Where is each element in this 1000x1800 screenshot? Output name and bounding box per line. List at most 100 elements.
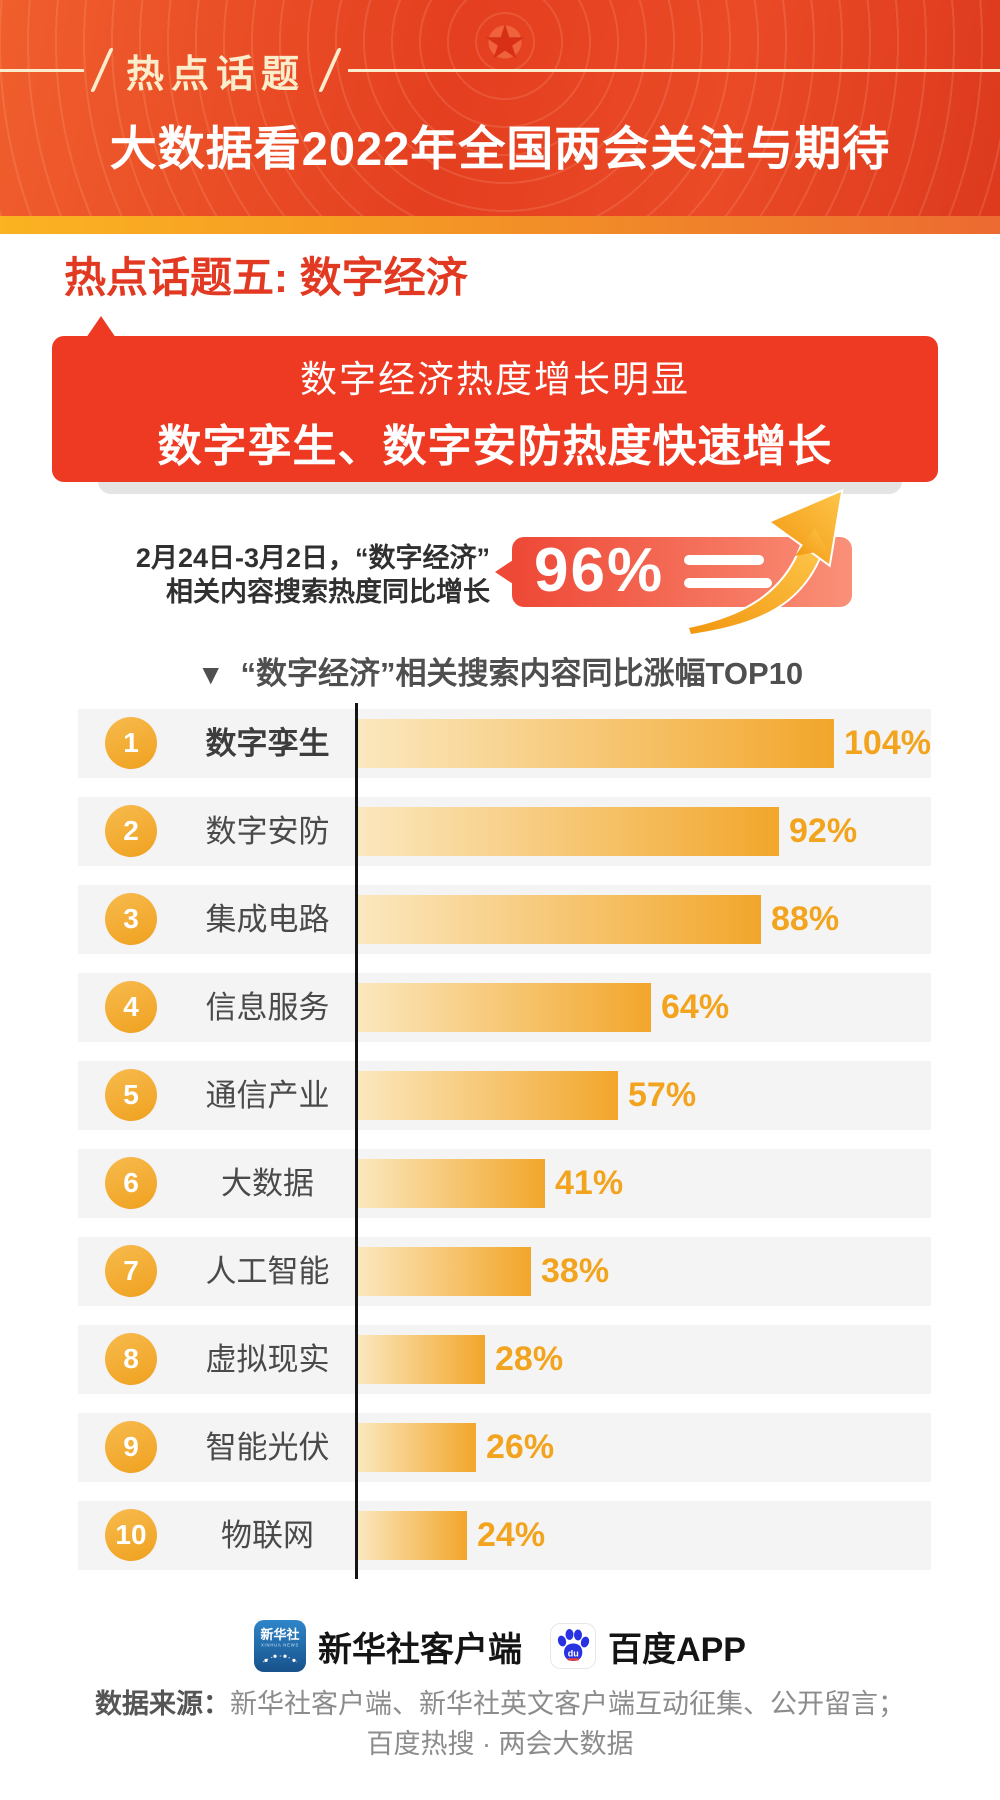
speed-line-icon [684,578,772,588]
rank-badge: 6 [105,1157,157,1209]
topic-badge: 热点话题 [0,44,1000,96]
category-label: 物联网 [221,1518,314,1553]
value-label: 41% [555,1164,624,1202]
rank-badge: 7 [105,1245,157,1297]
baidu-logo-label: 百度APP [608,1630,746,1669]
value-label: 57% [628,1076,697,1114]
stat-description: 2月24日-3月2日，“数字经济” 相关内容搜索热度同比增长 [50,541,490,609]
category-label: 集成电路 [205,902,330,937]
rank-badge: 10 [105,1509,157,1561]
chart-row: 3 集成电路 88% [78,885,931,954]
value-label: 28% [495,1340,564,1378]
stat-value: 96% [534,536,665,605]
rank-badge: 5 [105,1069,157,1121]
stat-description-line2: 相关内容搜索热度同比增长 [166,577,490,607]
rank-badge: 4 [105,981,157,1033]
chart-row: 9 智能光伏 26% [78,1413,931,1482]
badge-line-left [0,68,84,72]
value-label: 24% [477,1516,546,1554]
value-bar [357,1511,467,1560]
value-bar [357,719,834,768]
gold-divider [0,216,1000,234]
category-label: 数字孪生 [205,726,330,761]
rank-number: 4 [123,991,139,1022]
data-source-line2: 百度热搜 · 两会大数据 [366,1729,634,1759]
chart-row: 1 数字孪生 104% [78,709,931,778]
callout-line2: 数字孪生、数字安防热度快速增长 [157,422,833,471]
topic-badge-label: 热点话题 [126,53,307,96]
rank-number: 2 [123,815,139,846]
callout-pointer [86,316,116,338]
category-label: 智能光伏 [205,1430,330,1465]
value-label: 104% [844,724,931,762]
header-banner: 热点话题 大数据看2022年全国两会关注与期待 [0,0,1000,216]
chart-title: ▼ “数字经济”相关搜索内容同比涨幅TOP10 [0,648,1000,693]
rank-badge: 1 [105,717,157,769]
rank-badge: 9 [105,1421,157,1473]
value-bar [357,1423,476,1472]
value-bar [357,895,761,944]
category-label: 数字安防 [205,814,330,849]
value-bar [357,983,651,1032]
speed-line-icon [684,555,764,565]
svg-text:du: du [568,1649,579,1659]
value-label: 92% [789,812,858,850]
callout-box: 数字经济热度增长明显 数字孪生、数字安防热度快速增长 [52,316,938,482]
value-label: 38% [541,1252,610,1290]
xinhua-logo-label: 新华社客户端 [318,1630,523,1669]
rank-number: 10 [115,1519,147,1550]
chart-row: 8 虚拟现实 28% [78,1325,931,1394]
chart-title-text: “数字经济”相关搜索内容同比涨幅TOP10 [240,656,804,691]
stat-badge-notch [495,560,513,584]
down-triangle-icon: ▼ [196,659,225,690]
xinhua-app-icon: 新华社 XINHUA NEWS [254,1620,307,1672]
category-label: 信息服务 [205,990,330,1025]
rank-number: 3 [123,903,139,934]
section-title: 热点话题五: 数字经济 [64,254,468,301]
rank-badge: 8 [105,1333,157,1385]
rank-badge: 2 [105,805,157,857]
rank-number: 1 [123,727,139,758]
chart-row: 4 信息服务 64% [78,973,931,1042]
chart-axis-line [355,703,358,1579]
value-label: 88% [771,900,840,938]
svg-text:新华社: 新华社 [261,1627,300,1642]
data-source-text: 新华社客户端、新华社英文客户端互动征集、公开留言； [230,1689,905,1719]
baidu-logo-group: du 百度APP [550,1622,746,1671]
svg-text:XINHUA NEWS: XINHUA NEWS [261,1643,299,1648]
rank-number: 5 [123,1079,139,1110]
category-label: 虚拟现实 [205,1342,330,1377]
rank-number: 8 [123,1343,139,1374]
chart-row: 5 通信产业 57% [78,1061,931,1130]
slash-icon [90,48,114,92]
data-source-label: 数据来源： [95,1689,230,1719]
callout-line1: 数字经济热度增长明显 [300,359,690,400]
value-label: 26% [486,1428,555,1466]
growth-arrow-icon [686,488,844,637]
value-bar [357,1247,531,1296]
category-label: 通信产业 [205,1078,330,1113]
category-label: 人工智能 [205,1254,330,1289]
chart-row: 10 物联网 24% [78,1501,931,1570]
rank-number: 6 [123,1167,139,1198]
footer-logos: 新华社 XINHUA NEWS 新华社客户端 du [0,1620,1000,1672]
chart-row: 6 大数据 41% [78,1149,931,1218]
data-source-line1: 数据来源：新华社客户端、新华社英文客户端互动征集、公开留言； [0,1684,1000,1724]
value-label: 64% [661,988,730,1026]
xinhua-logo-group: 新华社 XINHUA NEWS 新华社客户端 [254,1620,522,1672]
chart-row: 2 数字安防 92% [78,797,931,866]
rank-number: 7 [123,1255,139,1286]
rank-number: 9 [123,1431,139,1462]
page-title: 大数据看2022年全国两会关注与期待 [109,122,891,175]
data-source: 数据来源：新华社客户端、新华社英文客户端互动征集、公开留言； 百度热搜 · 两会… [0,1684,1000,1764]
baidu-app-icon: du [550,1623,597,1669]
value-bar [357,1159,545,1208]
value-bar [357,1071,618,1120]
stat-description-line1: 2月24日-3月2日，“数字经济” [135,543,490,573]
badge-line-right [348,68,1000,72]
slash-icon [318,48,342,92]
value-bar [357,807,779,856]
value-bar [357,1335,485,1384]
category-label: 大数据 [221,1166,314,1201]
